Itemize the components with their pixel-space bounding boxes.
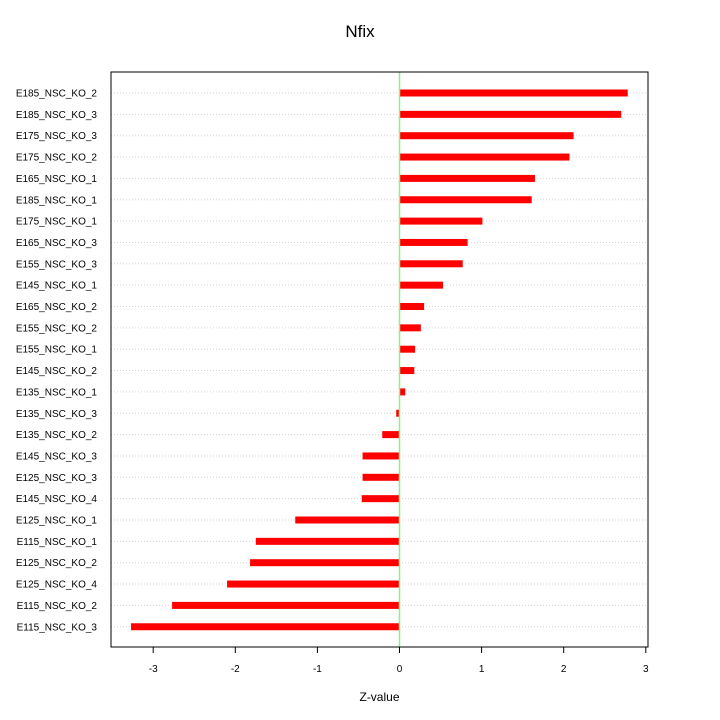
category-label: E145_NSC_KO_2 [16,366,98,377]
category-label: E125_NSC_KO_3 [16,473,98,484]
bar [399,303,425,310]
bar [399,388,406,396]
category-label: E145_NSC_KO_3 [16,451,98,462]
category-label: E185_NSC_KO_3 [16,110,98,121]
category-label: E175_NSC_KO_1 [16,217,98,228]
bar [399,89,628,97]
category-label: E115_NSC_KO_1 [17,537,98,548]
category-label: E185_NSC_KO_2 [16,89,98,100]
bar [131,623,400,631]
plot-frame [110,71,649,648]
bar [399,324,421,332]
category-label: E155_NSC_KO_1 [16,345,98,356]
category-label: E165_NSC_KO_1 [16,174,98,185]
bar [399,367,415,375]
bar [396,409,400,417]
category-label: E115_NSC_KO_3 [17,622,98,633]
bars [131,89,628,631]
x-axis-label: Z-value [359,690,400,704]
x-tick-label: -1 [313,664,322,675]
category-label: E115_NSC_KO_2 [17,601,98,612]
category-label: E125_NSC_KO_4 [16,580,98,591]
bar [255,537,400,545]
category-label: E125_NSC_KO_2 [16,558,98,569]
bar [382,431,400,439]
x-tick-label: 1 [479,664,485,675]
category-label: E185_NSC_KO_1 [16,195,98,206]
chart-title: Nfix [345,22,375,41]
category-label: E145_NSC_KO_4 [16,494,98,505]
x-tick-label: -2 [231,664,240,675]
bar [362,473,400,481]
bar [399,153,570,161]
x-tick-label: 2 [561,664,567,675]
x-axis: -3 -2 -1 0 1 2 3 [149,647,649,675]
bar [361,495,400,503]
bar [399,281,444,289]
category-label: E155_NSC_KO_3 [16,259,98,270]
category-label: E125_NSC_KO_1 [16,516,98,527]
category-label: E175_NSC_KO_3 [16,131,98,142]
x-tick-label: 0 [397,664,403,675]
category-label: E135_NSC_KO_3 [16,409,98,420]
category-label: E175_NSC_KO_2 [16,153,98,164]
bar [399,110,622,118]
category-labels: E185_NSC_KO_2 E185_NSC_KO_3 E175_NSC_KO_3 E… [16,89,98,634]
category-label: E145_NSC_KO_1 [16,281,98,292]
bar [399,238,468,246]
bar [172,601,400,609]
bar [399,132,574,140]
bar [362,452,400,460]
category-label: E165_NSC_KO_3 [16,238,98,249]
category-label: E165_NSC_KO_2 [16,302,98,313]
category-label: E135_NSC_KO_2 [16,430,98,441]
bar [250,559,400,567]
bar [399,174,535,182]
x-tick-label: -3 [149,664,158,675]
bar [227,580,400,588]
bar [399,217,483,225]
x-tick-label: 3 [643,664,649,675]
bar [399,345,416,353]
bar [399,196,532,204]
category-label: E155_NSC_KO_2 [16,323,98,334]
bar [295,516,400,524]
bar [399,260,463,268]
category-label: E135_NSC_KO_1 [16,387,98,398]
grid-lines [111,92,648,628]
